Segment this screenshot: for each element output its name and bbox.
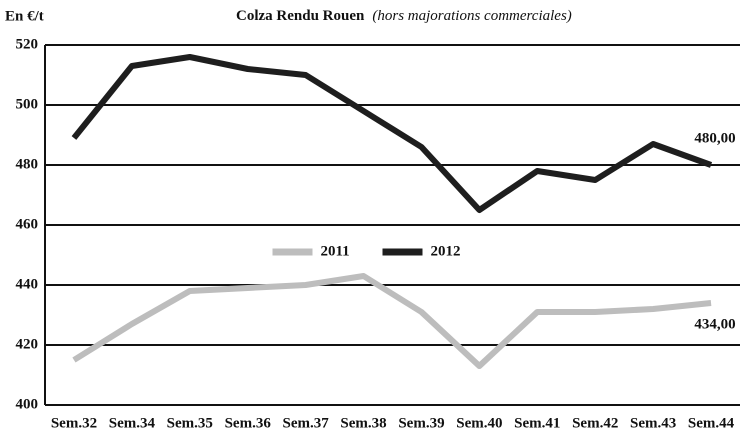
x-tick-label: Sem.43 [630, 415, 676, 431]
series-line [71, 54, 713, 213]
y-tick-label: 440 [16, 276, 39, 292]
x-tick-label: Sem.37 [283, 415, 330, 431]
legend-label: 2011 [321, 243, 350, 259]
legend-label: 2012 [431, 243, 461, 259]
x-tick-label: Sem.40 [456, 415, 502, 431]
x-tick-label: Sem.44 [688, 415, 735, 431]
x-tick-label: Sem.41 [514, 415, 560, 431]
y-tick-label: 400 [16, 396, 39, 412]
x-tick-label: Sem.39 [398, 415, 444, 431]
y-tick-label: 480 [16, 156, 39, 172]
y-tick-label: 420 [16, 336, 39, 352]
x-tick-label: Sem.35 [167, 415, 213, 431]
y-tick-label: 460 [16, 216, 39, 232]
x-tick-label: Sem.32 [51, 415, 97, 431]
chart-title: Colza Rendu Rouen [236, 8, 365, 24]
value-label: 480,00 [694, 130, 735, 146]
x-tick-label: Sem.38 [340, 415, 386, 431]
x-tick-label: Sem.36 [225, 415, 272, 431]
series-line [72, 273, 712, 369]
chart-subtitle: (hors majorations commerciales) [372, 8, 571, 24]
x-tick-label: Sem.34 [109, 415, 156, 431]
y-tick-label: 520 [16, 36, 39, 52]
x-tick-label: Sem.42 [572, 415, 618, 431]
y-tick-label: 500 [16, 96, 39, 112]
y-axis-label: En €/t [5, 8, 44, 24]
chart-title-group: Colza Rendu Rouen (hors majorations comme… [236, 8, 572, 24]
value-label: 434,00 [694, 316, 735, 332]
